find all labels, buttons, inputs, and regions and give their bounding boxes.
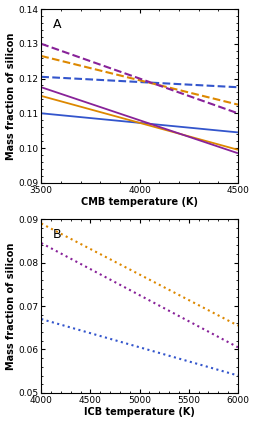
X-axis label: ICB temperature (K): ICB temperature (K) (84, 407, 194, 418)
Y-axis label: Mass fraction of silicon: Mass fraction of silicon (6, 242, 15, 370)
Y-axis label: Mass fraction of silicon: Mass fraction of silicon (6, 32, 15, 159)
Text: A: A (53, 18, 61, 31)
Text: B: B (53, 228, 61, 241)
X-axis label: CMB temperature (K): CMB temperature (K) (81, 198, 197, 207)
